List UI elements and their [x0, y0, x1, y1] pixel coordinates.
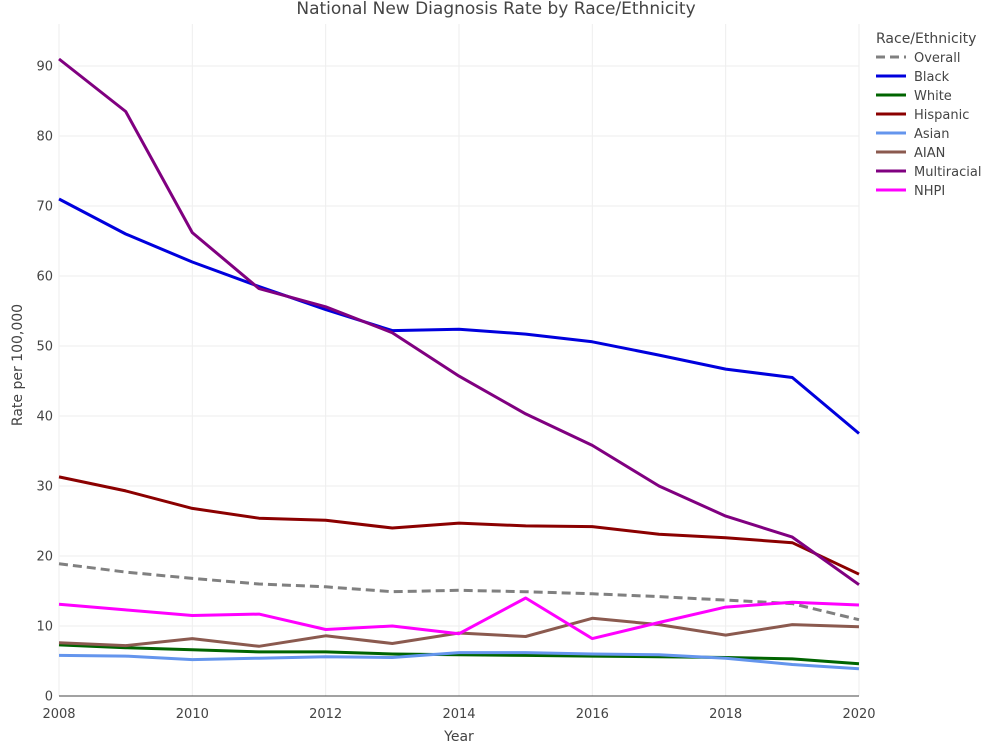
x-tick-label: 2010: [176, 707, 209, 722]
y-tick-label: 50: [36, 340, 53, 355]
series-line-asian[interactable]: [58, 651, 860, 671]
legend-label: Multiracial: [914, 165, 981, 180]
legend-item-aian[interactable]: AIAN: [876, 146, 945, 161]
y-axis-title: Rate per 100,000: [10, 304, 26, 426]
legend-item-white[interactable]: White: [876, 89, 952, 104]
legend-label: Overall: [914, 51, 960, 66]
series-line-multiracial[interactable]: [58, 57, 860, 586]
legend-item-hispanic[interactable]: Hispanic: [876, 108, 969, 123]
legend-item-asian[interactable]: Asian: [876, 127, 949, 142]
legend-title: Race/Ethnicity: [876, 31, 976, 47]
y-tick-label: 30: [36, 480, 53, 495]
legend-item-nhpi[interactable]: NHPI: [876, 184, 945, 199]
x-axis-title: Year: [443, 729, 474, 744]
series-line-nhpi[interactable]: [58, 596, 860, 641]
x-tick-label: 2016: [576, 707, 609, 722]
y-tick-label: 80: [36, 130, 53, 145]
y-tick-label: 90: [36, 60, 53, 75]
legend-label: Asian: [914, 127, 949, 142]
legend-item-multiracial[interactable]: Multiracial: [876, 165, 981, 180]
x-tick-label: 2008: [42, 707, 75, 722]
legend-item-black[interactable]: Black: [876, 70, 950, 85]
x-tick-label: 2014: [442, 707, 475, 722]
x-tick-label: 2018: [709, 707, 742, 722]
x-tick-label: 2020: [842, 707, 875, 722]
x-tick-label: 2012: [309, 707, 342, 722]
legend-label: Black: [914, 70, 950, 85]
legend-item-overall[interactable]: Overall: [876, 51, 960, 66]
series-line-hispanic[interactable]: [58, 475, 860, 576]
legend-label: AIAN: [914, 146, 945, 161]
y-tick-label: 20: [36, 550, 53, 565]
legend[interactable]: Race/Ethnicity Overall Black White Hispanic…: [876, 31, 981, 199]
series-line-black[interactable]: [58, 197, 860, 435]
legend-label: White: [914, 89, 952, 104]
legend-label: Hispanic: [914, 108, 969, 123]
y-tick-label: 70: [36, 200, 53, 215]
y-tick-label: 0: [45, 690, 53, 705]
chart-title: National New Diagnosis Rate by Race/Ethn…: [296, 0, 695, 19]
y-tick-label: 60: [36, 270, 53, 285]
legend-label: NHPI: [914, 184, 945, 199]
y-tick-label: 10: [36, 620, 53, 635]
y-tick-label: 40: [36, 410, 53, 425]
series-line-overall[interactable]: [58, 562, 860, 622]
